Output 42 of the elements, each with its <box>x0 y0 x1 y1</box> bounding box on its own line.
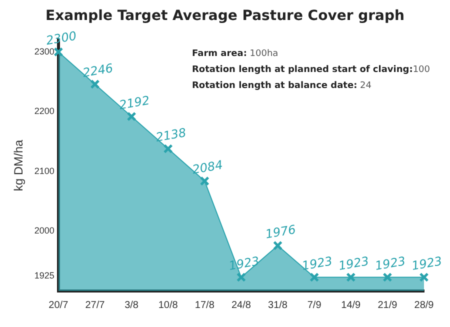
y-tick-label: 2100 <box>34 166 54 176</box>
point <box>310 272 320 282</box>
x-tick-label: 20/7 <box>48 300 69 311</box>
point <box>126 112 136 122</box>
data-label: 1923 <box>374 254 407 273</box>
point <box>382 272 392 282</box>
x-tick-label: 24/8 <box>231 300 252 311</box>
point <box>163 144 173 154</box>
point <box>54 47 64 57</box>
data-label: 1923 <box>300 254 334 273</box>
data-label: 2084 <box>191 158 224 177</box>
x-tick-label: 3/8 <box>124 300 139 311</box>
point <box>419 272 429 282</box>
annotation: Farm area: 100ha <box>192 49 278 59</box>
x-tick-label: 21/9 <box>378 300 398 311</box>
y-axis-title: kg DM/ha <box>12 140 26 192</box>
x-tick-label: 31/8 <box>268 300 288 311</box>
data-label: 1923 <box>337 254 370 273</box>
data-label: 2246 <box>82 60 114 80</box>
y-tick-label: 2300 <box>34 46 54 56</box>
point <box>272 240 283 250</box>
data-label: 1976 <box>264 222 298 242</box>
x-tick-label: 28/9 <box>414 300 434 311</box>
data-label: 1923 <box>228 254 260 273</box>
x-tick-label: 27/7 <box>85 300 106 311</box>
point <box>236 272 246 282</box>
x-tick-label: 17/8 <box>194 300 215 311</box>
point <box>200 176 210 186</box>
data-label: 2192 <box>118 93 151 112</box>
y-tick-label: 1925 <box>34 270 54 281</box>
y-tick-label: 2200 <box>34 106 54 116</box>
x-tick-label: 14/9 <box>341 300 362 311</box>
data-label: 2138 <box>154 125 188 144</box>
annotation: Rotation length at balance date: 24 <box>192 81 372 91</box>
x-tick-label: 7/9 <box>307 300 322 311</box>
chart-title: Example Target Average Pasture Cover graph <box>44 8 406 24</box>
annotation: Rotation length at planned start of claving:100 <box>192 65 430 75</box>
x-tick-label: 10/8 <box>158 300 178 311</box>
point <box>346 272 356 282</box>
data-label: 1923 <box>410 254 444 273</box>
point <box>90 79 100 90</box>
y-tick-label: 2000 <box>34 226 54 236</box>
